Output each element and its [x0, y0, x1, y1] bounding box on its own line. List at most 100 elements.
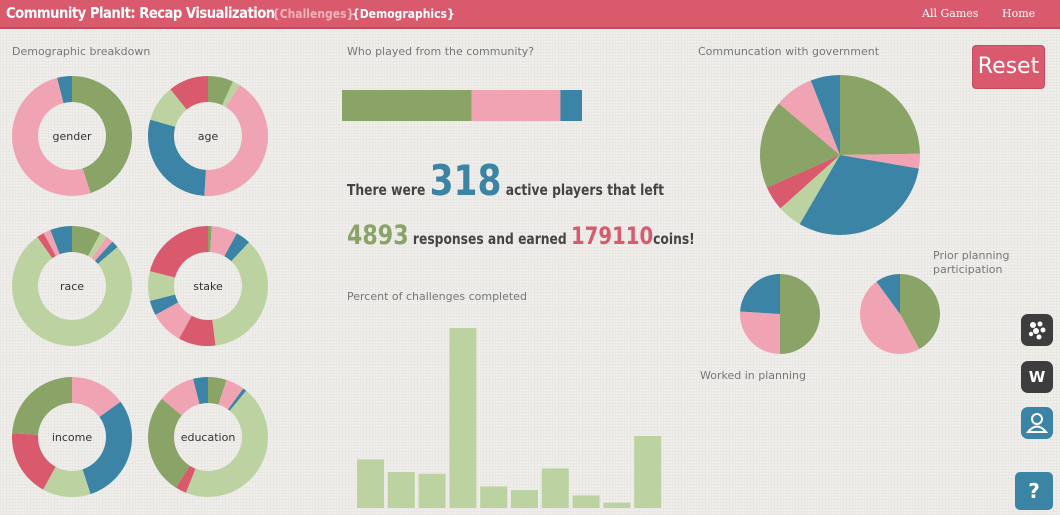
pie-worked-slice-0[interactable] — [780, 274, 820, 354]
donut-stake-slice-1[interactable] — [210, 226, 237, 257]
stat-coins-suffix: coins! — [653, 230, 695, 248]
donut-stake-slice-0[interactable] — [208, 226, 212, 253]
donut-stake-slice-5[interactable] — [155, 302, 192, 339]
challenge-bar-4[interactable] — [480, 486, 508, 508]
challenge-bar-1[interactable] — [387, 472, 415, 508]
prior-planning-label: Prior planning participation — [933, 249, 1010, 276]
donut-income-slice-2[interactable] — [43, 466, 91, 498]
pie-gov-slice-5[interactable] — [760, 103, 840, 188]
stat-prefix: There were — [347, 181, 426, 199]
donut-income-slice-0[interactable] — [72, 377, 121, 418]
donut-income-slice-3[interactable] — [11, 433, 56, 490]
donut-label-income: income — [52, 431, 93, 444]
challenge-bar-6[interactable] — [541, 468, 569, 508]
donut-education-slice-2[interactable] — [227, 388, 247, 411]
stat-players-line: There were 318 active players that left — [347, 160, 664, 202]
donut-race-slice-7[interactable] — [50, 226, 72, 255]
challenge-bar-9[interactable] — [634, 436, 662, 508]
pie-prior-slice-2[interactable] — [876, 274, 900, 314]
donut-income-slice-1[interactable] — [82, 401, 133, 495]
donut-race[interactable] — [11, 226, 132, 346]
pie-gov-slice-6[interactable] — [778, 80, 840, 155]
donut-education[interactable] — [147, 377, 268, 497]
pie-worked-in-planning[interactable] — [740, 274, 820, 354]
pie-gov-slice-2[interactable] — [799, 155, 919, 236]
tab-challenges[interactable]: {Challenges} — [272, 7, 355, 21]
donut-age-slice-3[interactable] — [147, 119, 206, 196]
donut-age-slice-1[interactable] — [222, 81, 240, 108]
stat-responses-line: 4893 responses and earned 179110coins! — [347, 220, 695, 251]
donut-age-slice-5[interactable] — [170, 76, 208, 110]
donut-age-slice-4[interactable] — [150, 89, 187, 127]
who-played-title: Who played from the community? — [347, 45, 535, 58]
donut-race-slice-5[interactable] — [37, 233, 56, 259]
w-button[interactable]: W — [1021, 361, 1053, 393]
donut-gender-slice-0[interactable] — [72, 76, 133, 194]
who-played-stacked-bar[interactable] — [342, 90, 582, 121]
donut-income-slice-4[interactable] — [12, 377, 72, 435]
donut-age[interactable] — [147, 76, 269, 196]
donut-race-slice-2[interactable] — [91, 237, 113, 261]
donut-education-slice-0[interactable] — [208, 377, 227, 405]
app-title[interactable]: Community PlanIt: Recap Visualization — [6, 4, 275, 22]
donut-education-slice-1[interactable] — [218, 379, 244, 410]
challenge-bar-0[interactable] — [357, 459, 384, 508]
donut-age-slice-0[interactable] — [208, 76, 234, 106]
donut-education-slice-6[interactable] — [161, 378, 200, 416]
pie-gov-slice-3[interactable] — [780, 155, 840, 225]
donut-stake-slice-6[interactable] — [149, 294, 179, 315]
challenge-bar-2[interactable] — [418, 473, 446, 508]
pie-communication-government[interactable] — [760, 75, 920, 236]
donut-education-slice-3[interactable] — [185, 390, 268, 497]
donut-gender-slice-1[interactable] — [12, 77, 91, 196]
stacked-segment-0[interactable] — [342, 90, 472, 121]
demographics-title: Demographic breakdown — [12, 45, 151, 58]
donut-stake[interactable] — [148, 226, 269, 347]
donut-education-slice-5[interactable] — [147, 398, 190, 488]
pie-prior-slice-1[interactable] — [859, 281, 920, 355]
pie-prior-planning[interactable] — [859, 274, 941, 355]
pie-gov-slice-1[interactable] — [840, 153, 920, 169]
stat-active-players: 318 — [429, 156, 502, 205]
donut-age-slice-2[interactable] — [204, 84, 269, 196]
donut-stake-slice-7[interactable] — [148, 271, 176, 301]
donut-gender[interactable] — [12, 76, 133, 196]
donut-stake-slice-3[interactable] — [212, 242, 269, 346]
top-bar: Community PlanIt: Recap Visualization {C… — [0, 0, 1060, 29]
stat-players-suffix: active players that left — [505, 181, 664, 199]
challenges-bar-chart[interactable] — [357, 328, 662, 508]
donut-gender-slice-2[interactable] — [57, 76, 72, 104]
stacked-segment-1[interactable] — [471, 90, 561, 121]
pie-gov-slice-0[interactable] — [840, 75, 920, 155]
challenge-bar-8[interactable] — [603, 502, 631, 508]
user-button[interactable] — [1021, 407, 1053, 439]
donut-race-slice-3[interactable] — [94, 241, 118, 264]
donut-stake-slice-2[interactable] — [224, 233, 250, 262]
challenge-bar-5[interactable] — [511, 490, 538, 508]
donut-race-slice-1[interactable] — [88, 233, 107, 259]
help-button[interactable]: ? — [1015, 472, 1053, 510]
pie-gov-slice-4[interactable] — [766, 155, 840, 209]
cluster-dots-button[interactable] — [1021, 314, 1053, 346]
pie-gov-slice-7[interactable] — [810, 75, 840, 155]
nav-all-games[interactable]: All Games — [922, 7, 979, 20]
donut-stake-slice-8[interactable] — [149, 226, 208, 278]
stacked-segment-2[interactable] — [560, 90, 582, 121]
donut-race-slice-0[interactable] — [72, 226, 101, 257]
nav-home[interactable]: Home — [1002, 7, 1036, 20]
donut-race-slice-4[interactable] — [11, 237, 132, 346]
pie-worked-slice-1[interactable] — [740, 311, 780, 354]
donut-income[interactable] — [11, 377, 133, 498]
challenge-bar-7[interactable] — [572, 495, 600, 508]
reset-button[interactable]: Reset — [972, 45, 1045, 89]
donut-education-slice-4[interactable] — [175, 465, 196, 493]
dots-icon — [1028, 321, 1046, 340]
pie-worked-slice-2[interactable] — [740, 274, 780, 314]
donut-race-slice-6[interactable] — [43, 230, 60, 257]
tab-demographics[interactable]: {Demographics} — [352, 7, 455, 21]
pie-prior-slice-0[interactable] — [900, 274, 941, 350]
donut-education-slice-7[interactable] — [193, 377, 208, 405]
donut-stake-slice-4[interactable] — [179, 315, 216, 347]
stat-responses-mid: responses and earned — [412, 230, 567, 248]
challenge-bar-3[interactable] — [449, 328, 477, 508]
